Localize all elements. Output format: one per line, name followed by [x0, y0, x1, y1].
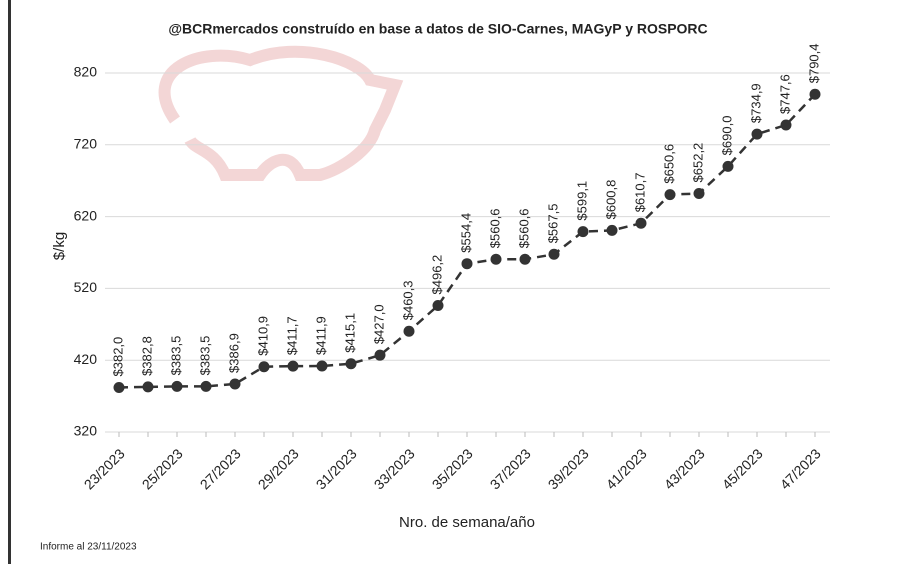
- data-label: $411,9: [313, 316, 328, 355]
- data-label: $747,6: [777, 74, 792, 114]
- y-tick-label: 320: [74, 423, 98, 439]
- x-tick-label: 35/2023: [429, 445, 476, 492]
- data-label: $734,9: [748, 83, 763, 123]
- x-tick-label: 37/2023: [487, 445, 534, 492]
- data-point: [491, 254, 502, 265]
- x-tick-label: 39/2023: [545, 445, 592, 492]
- data-point: [665, 189, 676, 200]
- data-label: $650,6: [661, 144, 676, 184]
- x-tick-label: 33/2023: [371, 445, 418, 492]
- data-point: [114, 382, 125, 393]
- data-point: [230, 378, 241, 389]
- data-point: [781, 119, 792, 130]
- data-label: $790,4: [806, 43, 821, 83]
- data-label: $560,6: [516, 208, 531, 248]
- x-tick-label: 31/2023: [313, 445, 360, 492]
- x-tick-label: 47/2023: [777, 445, 824, 492]
- data-label: $600,8: [603, 180, 618, 220]
- x-axis-label: Nro. de semana/año: [399, 514, 535, 531]
- data-label: $652,2: [690, 143, 705, 183]
- data-label: $382,0: [110, 337, 125, 377]
- data-label: $383,5: [168, 336, 183, 376]
- data-point: [462, 258, 473, 269]
- data-label: $383,5: [197, 336, 212, 376]
- y-tick-label: 620: [74, 207, 98, 223]
- data-point: [694, 188, 705, 199]
- data-label: $554,4: [458, 213, 473, 253]
- data-point: [288, 361, 299, 372]
- data-point: [723, 161, 734, 172]
- data-point: [143, 381, 154, 392]
- x-tick-label: 41/2023: [603, 445, 650, 492]
- x-tick-label: 23/2023: [81, 445, 128, 492]
- data-point: [636, 218, 647, 229]
- data-label: $460,3: [400, 280, 415, 320]
- x-tick-label: 25/2023: [139, 445, 186, 492]
- data-point: [578, 226, 589, 237]
- data-label: $610,7: [632, 173, 647, 213]
- data-label: $567,5: [545, 204, 560, 244]
- chart: @BCRmercados construído en base a datos …: [0, 0, 916, 564]
- data-point: [433, 300, 444, 311]
- data-point: [520, 254, 531, 265]
- data-point: [549, 249, 560, 260]
- data-label: $411,7: [284, 316, 299, 355]
- data-point: [607, 225, 618, 236]
- chart-title: @BCRmercados construído en base a datos …: [168, 21, 707, 37]
- data-point: [810, 89, 821, 100]
- y-tick-label: 420: [74, 351, 98, 367]
- x-tick-label: 29/2023: [255, 445, 302, 492]
- data-point: [259, 361, 270, 372]
- data-label: $382,8: [139, 336, 154, 376]
- y-axis-label: $/kg: [51, 232, 68, 260]
- data-point: [201, 381, 212, 392]
- data-label: $386,9: [226, 333, 241, 373]
- x-tick-label: 43/2023: [661, 445, 708, 492]
- data-label: $427,0: [371, 304, 386, 344]
- data-label: $690,0: [719, 116, 734, 156]
- data-point: [346, 358, 357, 369]
- data-label: $410,9: [255, 316, 270, 356]
- data-point: [317, 361, 328, 372]
- data-point: [404, 326, 415, 337]
- footnote: Informe al 23/11/2023: [40, 542, 137, 553]
- y-tick-label: 820: [74, 64, 98, 80]
- data-point: [172, 381, 183, 392]
- data-label: $560,6: [487, 208, 502, 248]
- data-point: [375, 350, 386, 361]
- y-tick-label: 520: [74, 279, 98, 295]
- data-label: $599,1: [574, 181, 589, 221]
- left-border: [8, 0, 11, 564]
- x-tick-label: 45/2023: [719, 445, 766, 492]
- y-tick-label: 720: [74, 136, 98, 152]
- data-label: $415,1: [342, 313, 357, 353]
- data-point: [752, 129, 763, 140]
- data-label: $496,2: [429, 255, 444, 295]
- watermark: [165, 52, 395, 175]
- x-tick-label: 27/2023: [197, 445, 244, 492]
